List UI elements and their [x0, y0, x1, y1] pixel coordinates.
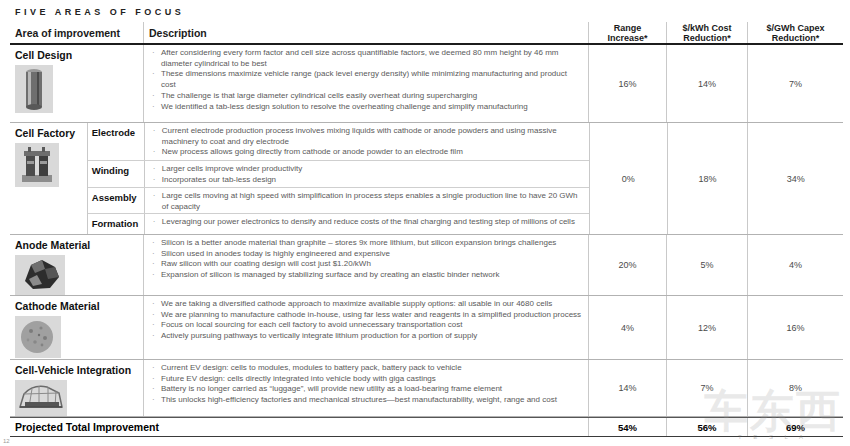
list-item: Larger cells improve winder productivity: [153, 164, 583, 175]
subrow-label-winding: Winding: [88, 161, 144, 187]
cell-vehicle-integration-bullets: Current EV design: cells to modules, mod…: [144, 360, 588, 408]
cathode-capex-value: 16%: [747, 296, 843, 359]
list-item: We are planning to manufacture cathode i…: [152, 310, 582, 321]
list-item: Leveraging our power electronics to dens…: [153, 217, 583, 228]
table-row-cell-factory: Cell Factory: [10, 123, 843, 235]
list-item: Raw silicon with our coating design will…: [152, 259, 582, 270]
cell-design-capex-value: 7%: [747, 45, 843, 122]
list-item: The challenge is that large diameter cyl…: [152, 91, 582, 102]
subrow-winding: Winding Larger cells improve winder prod…: [88, 161, 589, 188]
list-item: Large cells moving at high speed with si…: [153, 191, 583, 212]
list-item: Focus on local sourcing for each cell fa…: [152, 320, 582, 331]
subrow-formation: Formation Leveraging our power electroni…: [88, 214, 589, 234]
list-item: Silicon is a better anode material than …: [152, 238, 582, 249]
list-item: Silicon used in anodes today is highly e…: [152, 249, 582, 260]
page-number: 12: [3, 438, 10, 444]
anode-cost-value: 5%: [666, 235, 747, 295]
list-item: Current electrode production process inv…: [153, 126, 583, 147]
total-capex-value: 69%: [747, 418, 843, 436]
header-range-increase: Range Increase*: [588, 22, 666, 43]
anode-material-bullets: Silicon is a better anode material than …: [144, 235, 588, 283]
integration-capex-value: 8%: [747, 360, 843, 416]
cathode-material-bullets: We are taking a diversified cathode appr…: [144, 296, 588, 344]
list-item: New process allows going directly from c…: [153, 147, 583, 158]
anode-capex-value: 4%: [747, 235, 843, 295]
table-header-row: Area of improvement Description Range In…: [10, 22, 843, 45]
list-item: We identified a tab-less design solution…: [152, 102, 582, 113]
row-label-cell-design: Cell Design: [10, 45, 143, 61]
cell-factory-subtable: Electrode Current electrode production p…: [87, 123, 589, 234]
battery-cell-icon: [15, 65, 143, 113]
row-label-cathode-material: Cathode Material: [10, 296, 143, 312]
subrow-label-assembly: Assembly: [88, 188, 144, 213]
cathode-cost-value: 12%: [666, 296, 747, 359]
header-kwh-cost-reduction: $/kWh Cost Reduction*: [666, 22, 747, 43]
row-label-cell-factory: Cell Factory: [10, 123, 87, 139]
focus-areas-table: Area of improvement Description Range In…: [10, 22, 843, 437]
integration-range-value: 14%: [588, 360, 666, 416]
car-frame-icon: [15, 380, 143, 416]
list-item: We are taking a diversified cathode appr…: [152, 299, 582, 310]
list-item: Current EV design: cells to modules, mod…: [152, 363, 582, 374]
cell-factory-capex-value: 34%: [747, 123, 843, 234]
slide: FIVE AREAS OF FOCUS Area of improvement …: [0, 0, 850, 446]
factory-machine-icon: [15, 143, 87, 187]
list-item: After considering every form factor and …: [152, 48, 582, 69]
slide-title: FIVE AREAS OF FOCUS: [15, 7, 184, 17]
subrow-label-electrode: Electrode: [88, 123, 144, 160]
list-item: Future EV design: cells directly integra…: [152, 374, 582, 385]
cell-factory-cost-value: 18%: [667, 123, 748, 234]
list-item: Actively pursuing pathways to vertically…: [152, 331, 582, 342]
header-gwh-capex-reduction: $/GWh Capex Reduction*: [747, 22, 843, 43]
subrow-electrode: Electrode Current electrode production p…: [88, 123, 589, 161]
list-item: Battery is no longer carried as “luggage…: [152, 384, 582, 395]
total-label: Projected Total Improvement: [10, 418, 588, 436]
table-row-cell-design: Cell Design After considering every form…: [10, 45, 843, 123]
cell-factory-range-value: 0%: [589, 123, 667, 234]
anode-range-value: 20%: [588, 235, 666, 295]
cell-design-range-value: 16%: [588, 45, 666, 122]
cathode-range-value: 4%: [588, 296, 666, 359]
list-item: This unlocks high-efficiency factories a…: [152, 395, 582, 406]
header-description: Description: [143, 22, 588, 43]
total-range-value: 54%: [588, 418, 666, 436]
total-cost-value: 56%: [666, 418, 747, 436]
list-item: Expansion of silicon is managed by stabi…: [152, 270, 582, 281]
list-item: These dimensions maximize vehicle range …: [152, 69, 582, 90]
table-row-total: Projected Total Improvement 54% 56% 69%: [10, 417, 843, 437]
table-row-anode-material: Anode Material Silicon is a better anode…: [10, 235, 843, 296]
cell-design-bullets: After considering every form factor and …: [144, 45, 588, 114]
table-row-cell-vehicle-integration: Cell-Vehicle Integration Current EV desi…: [10, 360, 843, 417]
header-area-of-improvement: Area of improvement: [10, 22, 143, 43]
integration-cost-value: 7%: [666, 360, 747, 416]
subrow-assembly: Assembly Large cells moving at high spee…: [88, 188, 589, 214]
table-row-cathode-material: Cathode Material: [10, 296, 843, 360]
silicon-rock-icon: [15, 255, 143, 295]
row-label-anode-material: Anode Material: [10, 235, 143, 251]
subrow-label-formation: Formation: [88, 214, 144, 234]
list-item: Incorporates our tab-less design: [153, 175, 583, 186]
row-label-cell-vehicle-integration: Cell-Vehicle Integration: [10, 360, 143, 376]
cathode-powder-icon: [15, 316, 143, 358]
cell-design-cost-value: 14%: [666, 45, 747, 122]
